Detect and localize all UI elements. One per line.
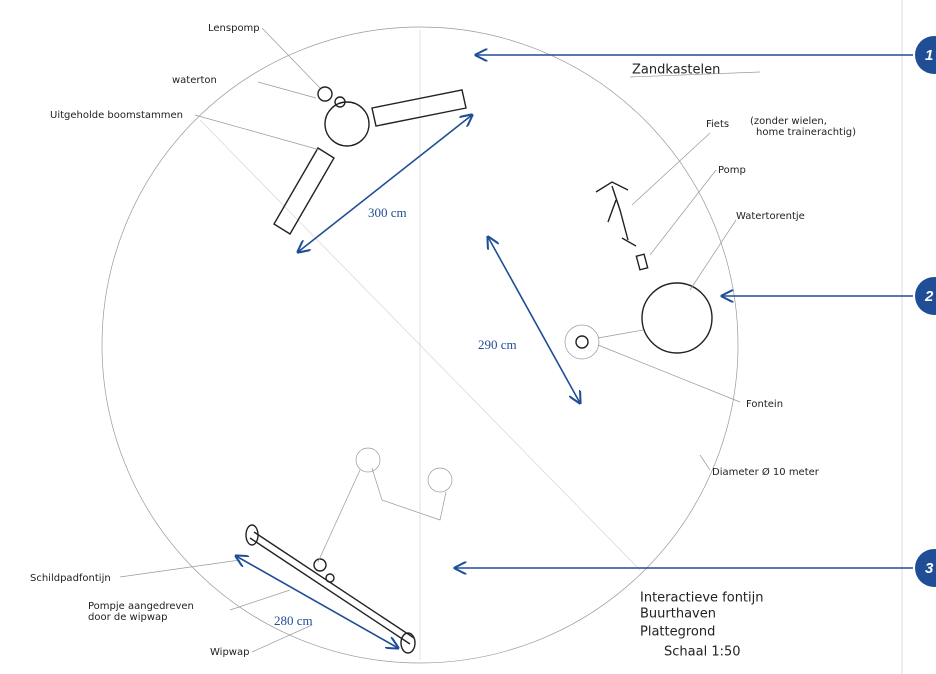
- lenspomp: [317, 86, 333, 102]
- fontein-inner: [575, 335, 589, 349]
- marker-label: 1: [925, 47, 933, 64]
- dimension-label: 280 cm: [274, 613, 313, 628]
- pomp: [635, 253, 649, 271]
- seat: [245, 524, 259, 546]
- dimension-arrow: [488, 237, 580, 403]
- leader-lines: [119, 27, 761, 653]
- trunk: [273, 147, 335, 235]
- label: Pompje aangedreven: [88, 601, 194, 612]
- waterton: [324, 101, 370, 147]
- label: Diameter Ø 10 meter: [712, 466, 820, 478]
- dimension-arrow: [298, 115, 472, 252]
- plan-circle: [101, 26, 739, 664]
- label: Pomp: [718, 165, 746, 176]
- label: Watertorentje: [736, 211, 805, 222]
- dimension-arrow: [236, 556, 398, 648]
- dimension-label: 300 cm: [368, 205, 407, 220]
- label: Wipwap: [210, 647, 249, 658]
- fontein: [564, 324, 600, 360]
- watertorentje: [641, 282, 713, 354]
- subtitle: Buurthaven: [640, 607, 716, 622]
- pipe: [597, 329, 644, 339]
- label: Fontein: [746, 399, 783, 410]
- marker: [915, 549, 936, 587]
- label: Fiets: [706, 119, 729, 130]
- label: Uitgeholde boomstammen: [50, 110, 183, 121]
- subtitle: Plattegrond: [640, 625, 715, 640]
- label: Zandkastelen: [632, 63, 720, 78]
- pompje: [325, 573, 335, 583]
- marker-label: 2: [924, 288, 934, 305]
- trunk: [371, 89, 467, 127]
- pump-part: [334, 96, 346, 108]
- label: home trainerachtig): [756, 127, 856, 138]
- marker-label: 3: [925, 560, 934, 577]
- bike: [595, 181, 637, 247]
- marker: [915, 277, 936, 315]
- turtle: [427, 467, 453, 493]
- label: door de wipwap: [88, 612, 168, 623]
- marker: [915, 36, 936, 74]
- guide: [199, 119, 641, 571]
- title: Interactieve fontijn: [640, 591, 764, 606]
- dimension-label: 290 cm: [478, 337, 517, 352]
- label: Schildpadfontijn: [30, 573, 111, 584]
- label: waterton: [172, 75, 217, 86]
- turtle-pipes: [317, 467, 447, 563]
- scale: Schaal 1:50: [664, 645, 741, 660]
- label: (zonder wielen,: [750, 116, 827, 127]
- label: Lenspomp: [208, 23, 260, 34]
- pivot: [313, 558, 327, 572]
- turtle: [355, 447, 381, 473]
- wipwap: [249, 537, 411, 645]
